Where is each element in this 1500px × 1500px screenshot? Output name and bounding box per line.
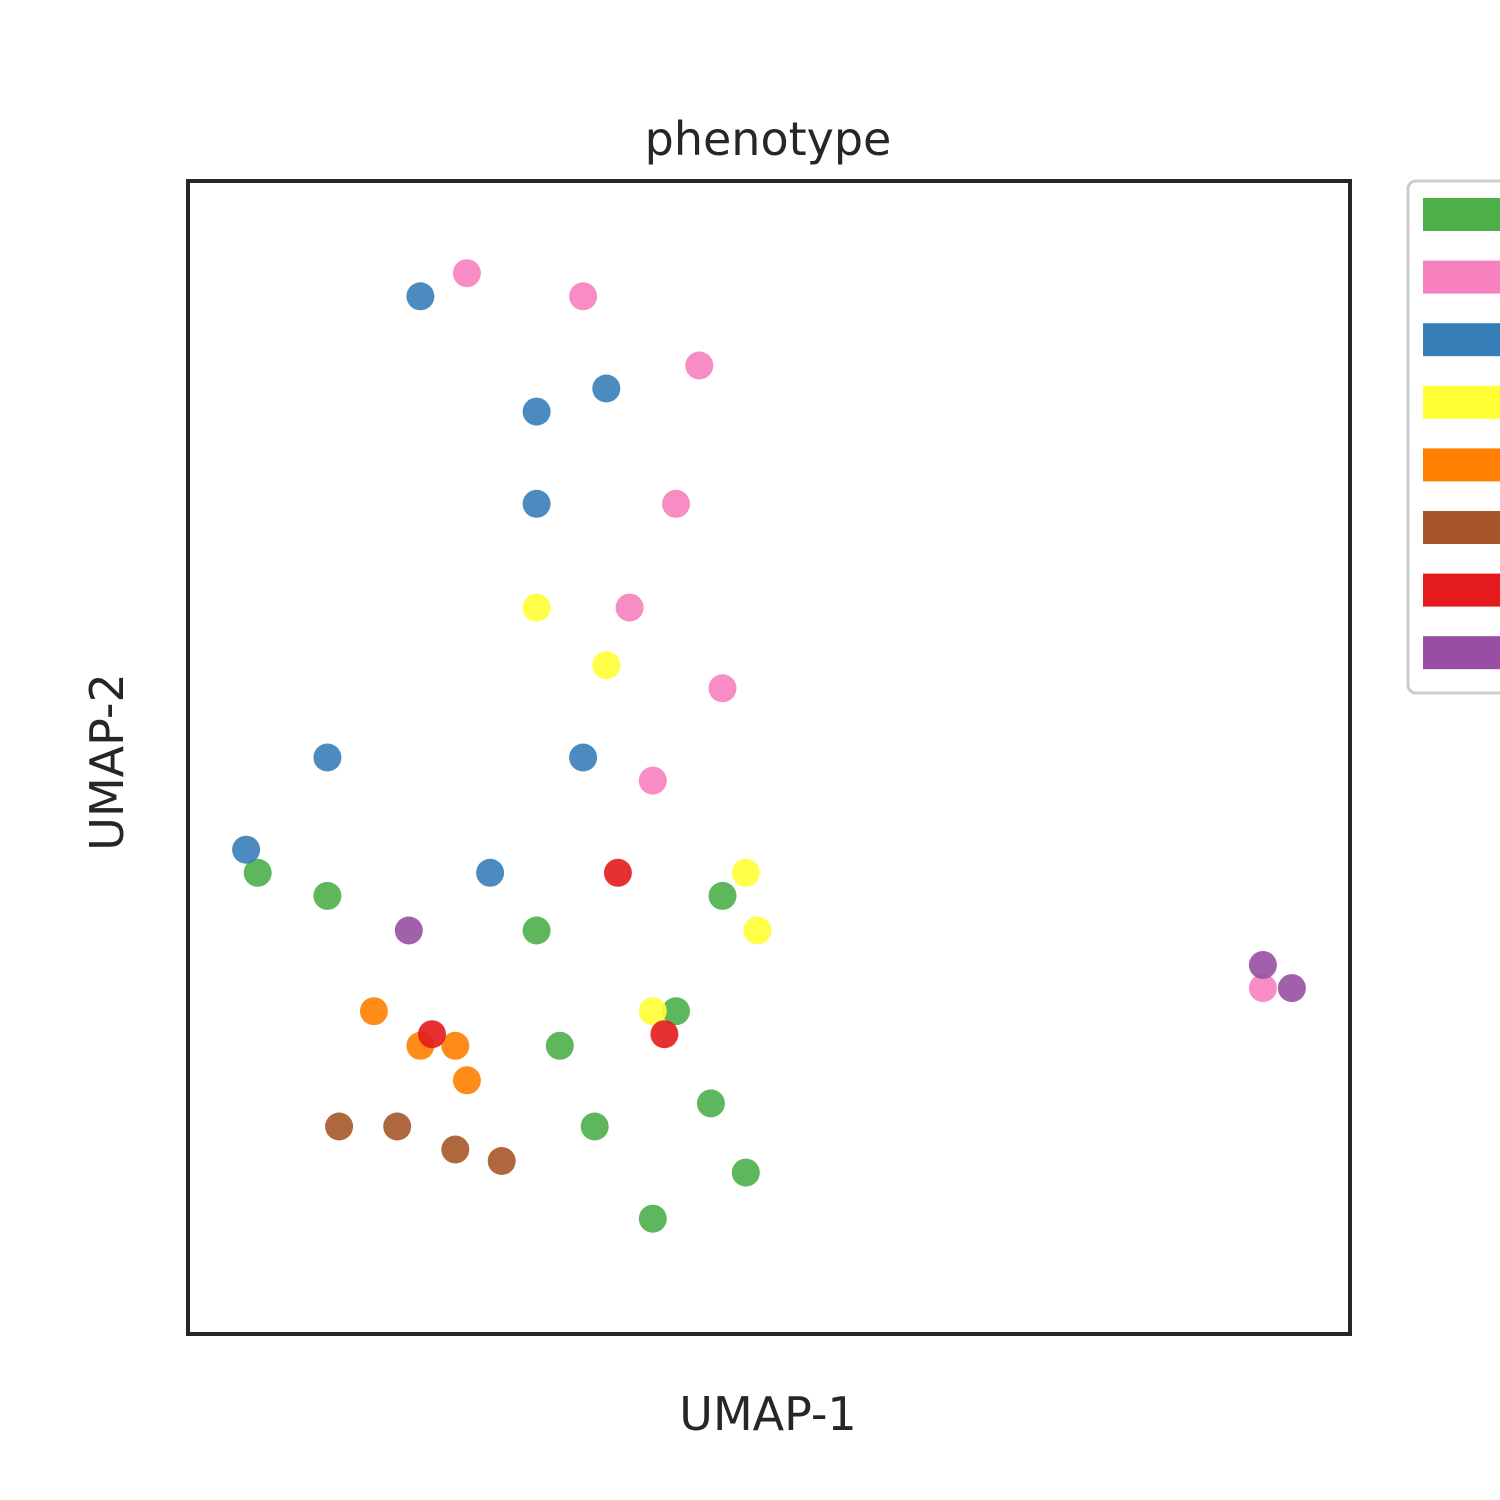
- legend-swatch-5: [1423, 448, 1500, 482]
- point-series-1-3: [696, 1089, 725, 1118]
- legend-frame: [1406, 179, 1500, 695]
- point-series-4-2: [592, 651, 621, 680]
- point-series-4-5: [638, 997, 667, 1026]
- legend: [1406, 179, 1500, 695]
- scatter-points: [232, 259, 1306, 1233]
- point-series-2-3: [685, 351, 714, 380]
- point-series-4-3: [731, 858, 760, 887]
- point-series-4-1: [522, 593, 551, 622]
- point-series-1-8: [243, 858, 272, 887]
- point-series-3-1: [406, 282, 435, 311]
- point-series-7-2: [603, 858, 632, 887]
- point-series-6-2: [383, 1112, 412, 1141]
- point-series-8-1: [394, 916, 423, 945]
- legend-swatch-4: [1423, 385, 1500, 419]
- point-series-2-7: [638, 766, 667, 795]
- point-series-5-3: [441, 1031, 470, 1060]
- point-series-2-8: [1248, 974, 1277, 1003]
- point-series-5-1: [359, 997, 388, 1026]
- point-series-2-2: [569, 282, 598, 311]
- point-series-3-8: [476, 858, 505, 887]
- point-series-8-2: [1248, 951, 1277, 979]
- chart-title: phenotype: [645, 112, 892, 166]
- point-series-7-1: [418, 1020, 446, 1049]
- point-series-2-5: [615, 593, 644, 622]
- legend-swatch-8: [1423, 636, 1500, 670]
- point-series-8-3: [1277, 974, 1306, 1003]
- legend-swatch-7: [1423, 573, 1500, 607]
- point-series-6-1: [325, 1112, 354, 1141]
- point-series-1-5: [731, 1158, 760, 1187]
- point-series-6-4: [487, 1147, 516, 1175]
- point-series-2-4: [662, 489, 690, 518]
- point-series-1-4: [580, 1112, 609, 1141]
- point-series-2-6: [708, 674, 737, 703]
- x-axis-label: UMAP-1: [679, 1387, 856, 1441]
- point-series-3-5: [313, 743, 342, 772]
- point-series-1-2: [662, 997, 690, 1026]
- point-series-1-7: [638, 1204, 667, 1233]
- point-series-4-4: [743, 916, 772, 945]
- point-series-3-2: [522, 397, 551, 426]
- point-series-3-4: [522, 489, 551, 518]
- legend-swatch-3: [1423, 323, 1500, 357]
- point-series-2-1: [452, 259, 481, 288]
- legend-swatch-6: [1423, 511, 1500, 544]
- point-series-3-6: [232, 835, 261, 864]
- point-series-1-6: [545, 1031, 574, 1060]
- point-series-7-3: [650, 1020, 679, 1049]
- point-series-1-1: [522, 916, 551, 945]
- point-series-3-3: [592, 374, 621, 403]
- plot-frame: [186, 179, 1352, 1336]
- point-series-6-3: [441, 1135, 470, 1164]
- point-series-1-10: [708, 881, 737, 910]
- point-series-1-9: [313, 881, 342, 910]
- legend-swatch-1: [1423, 198, 1500, 231]
- point-series-3-7: [569, 743, 598, 772]
- y-axis-label: UMAP-2: [80, 673, 134, 850]
- legend-swatch-2: [1423, 260, 1500, 294]
- point-series-5-4: [452, 1066, 481, 1095]
